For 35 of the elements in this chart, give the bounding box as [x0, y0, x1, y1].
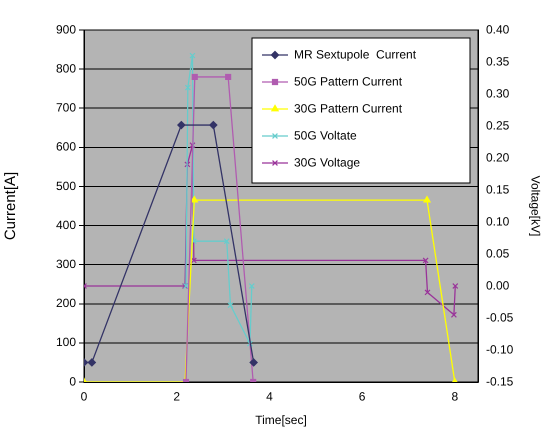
y2-tick-label: -0.05 [486, 310, 514, 324]
y-axis-title: Current[A] [2, 172, 20, 240]
x-axis-title: Time[sec] [255, 413, 307, 428]
y2-tick-label: -0.10 [486, 342, 514, 356]
x-tick-label: 2 [173, 390, 180, 404]
y-tick-label: 900 [56, 22, 76, 36]
y2-tick-label: 0.30 [486, 86, 510, 100]
y2-tick-label: 0.35 [486, 54, 510, 68]
x-tick-label: 8 [451, 390, 458, 404]
x-tick-label: 4 [266, 390, 274, 404]
y2-tick-label: 0.40 [486, 22, 510, 36]
y2-tick-label: 0.00 [486, 278, 510, 292]
y-tick-label: 700 [56, 100, 76, 115]
y2-tick-label: 0.25 [486, 118, 510, 132]
y-tick-label: 800 [56, 61, 76, 76]
legend-label: 50G Pattern Current [294, 74, 403, 88]
y-tick-label: 0 [69, 374, 76, 388]
legend-label: MR Sextupole Current [294, 47, 417, 62]
y-tick-label: 100 [56, 335, 76, 350]
x-tick-label: 0 [80, 390, 88, 404]
legend-label: 50G Voltate [294, 128, 358, 142]
x-tick-label: 6 [358, 390, 366, 404]
legend-label: 30G Pattern Current [294, 101, 403, 116]
y2-tick-label: 0.20 [486, 150, 510, 164]
y-tick-label: 300 [56, 256, 76, 271]
y2-tick-label: -0.15 [486, 374, 514, 388]
y2-tick-label: 0.10 [486, 214, 510, 228]
y2-axis-title: Voltage[kV] [528, 176, 542, 236]
legend-label: 30G Voltage [294, 155, 360, 170]
y2-tick-label: 0.05 [486, 246, 510, 260]
y2-tick-label: 0.15 [486, 182, 510, 196]
y-tick-label: 200 [56, 296, 76, 310]
y-tick-label: 500 [56, 178, 76, 193]
y-tick-label: 600 [56, 140, 76, 154]
y-tick-label: 400 [56, 218, 76, 232]
